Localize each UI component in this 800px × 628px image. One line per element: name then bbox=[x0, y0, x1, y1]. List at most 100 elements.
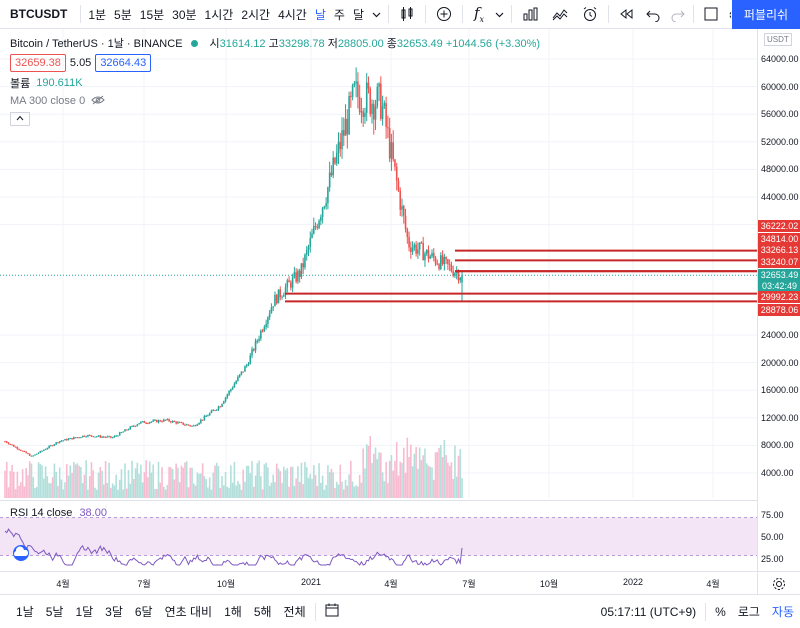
collapse-legend-button[interactable] bbox=[10, 110, 540, 128]
indicators-chevron-icon[interactable] bbox=[492, 0, 508, 28]
volume-bar bbox=[20, 482, 22, 498]
buy-price-button[interactable]: 32664.43 bbox=[95, 54, 152, 72]
volume-bar bbox=[268, 485, 271, 498]
redo-icon[interactable] bbox=[666, 0, 690, 28]
price-level-tag[interactable]: 32653.49 bbox=[758, 269, 800, 281]
chevron-up-icon[interactable] bbox=[10, 112, 30, 126]
compare-symbols-icon[interactable] bbox=[545, 0, 575, 28]
volume-bar bbox=[219, 487, 222, 498]
interval-1[interactable]: 5분 bbox=[114, 7, 132, 22]
interval-8[interactable]: 주 bbox=[333, 7, 345, 22]
volume-label[interactable]: 볼륨 bbox=[10, 78, 31, 90]
range-button-6[interactable]: 1해 bbox=[224, 605, 242, 619]
candle-body bbox=[425, 249, 428, 254]
interval-7[interactable]: 날 bbox=[314, 7, 326, 22]
rsi-pane[interactable]: RSI 14 close 38.00 bbox=[0, 500, 757, 572]
candle-body bbox=[404, 215, 407, 229]
range-button-1[interactable]: 5날 bbox=[45, 605, 64, 619]
volume-bar bbox=[94, 487, 96, 498]
candle-body bbox=[263, 327, 266, 332]
symbol-title[interactable]: Bitcoin / TetherUS · 1날 · BINANCE bbox=[10, 38, 183, 50]
log-toggle[interactable]: 로그 bbox=[737, 605, 760, 619]
volume-bar bbox=[235, 485, 237, 498]
price-level-tag[interactable]: 36222.02 bbox=[758, 220, 800, 232]
alert-clock-icon[interactable] bbox=[575, 0, 605, 28]
volume-bar bbox=[115, 474, 117, 498]
candle-body bbox=[406, 228, 409, 238]
interval-dropdown-chevron-icon[interactable] bbox=[368, 0, 385, 28]
volume-bar bbox=[117, 489, 119, 498]
sell-price-button[interactable]: 32659.38 bbox=[10, 54, 66, 72]
undo-icon[interactable] bbox=[640, 0, 666, 28]
rsi-canvas[interactable] bbox=[0, 501, 757, 572]
financials-icon[interactable] bbox=[515, 0, 545, 28]
candle-body bbox=[138, 423, 140, 425]
volume-bar bbox=[402, 447, 405, 498]
volume-bar bbox=[200, 473, 202, 498]
candle-body bbox=[37, 452, 40, 454]
auto-toggle[interactable]: 자동 bbox=[771, 605, 794, 619]
volume-bar bbox=[208, 477, 211, 498]
candle-body bbox=[113, 435, 116, 438]
rsi-label[interactable]: RSI 14 close bbox=[10, 507, 73, 519]
symbol-search[interactable]: BTCUSDT bbox=[10, 7, 68, 21]
range-button-5[interactable]: 연초 대비 bbox=[164, 605, 213, 619]
range-button-4[interactable]: 6달 bbox=[134, 605, 153, 619]
range-button-8[interactable]: 전체 bbox=[283, 605, 306, 619]
publish-button[interactable]: 퍼블리쉬 bbox=[732, 0, 800, 29]
volume-bar bbox=[295, 478, 297, 498]
range-button-2[interactable]: 1달 bbox=[75, 605, 94, 619]
interval-9[interactable]: 달 bbox=[352, 7, 364, 22]
price-level-tag[interactable]: 33266.13 bbox=[758, 244, 800, 256]
volume-bar bbox=[291, 466, 294, 498]
goto-date-icon[interactable] bbox=[319, 603, 345, 620]
time-axis[interactable]: 4월 7월 10월 2021 4월 7월 10월 2022 4월 bbox=[0, 571, 757, 594]
interval-6[interactable]: 4시간 bbox=[278, 7, 307, 22]
candle-body bbox=[131, 425, 133, 427]
timezone-clock[interactable]: 05:17:11 (UTC+9) bbox=[600, 604, 697, 619]
candle-body bbox=[39, 451, 42, 453]
volume-bar bbox=[279, 471, 282, 498]
range-button-3[interactable]: 3달 bbox=[105, 605, 123, 619]
interval-5[interactable]: 2시간 bbox=[241, 7, 271, 22]
volume-bar bbox=[417, 468, 419, 498]
divider bbox=[692, 5, 694, 23]
add-compare-icon[interactable] bbox=[429, 0, 459, 28]
replay-icon[interactable] bbox=[612, 0, 640, 28]
candles-icon[interactable] bbox=[392, 0, 422, 28]
price-level-tag[interactable]: 34814.00 bbox=[758, 233, 800, 245]
interval-4[interactable]: 1시간 bbox=[204, 7, 234, 22]
settings-gear-icon[interactable] bbox=[772, 577, 786, 596]
interval-0[interactable]: 1분 bbox=[88, 7, 107, 22]
price-level-tag[interactable]: 03:42:49 bbox=[758, 280, 800, 292]
ma-label[interactable]: MA 300 close 0 bbox=[10, 95, 86, 107]
price-tick: 44000.00 bbox=[761, 192, 799, 202]
range-button-0[interactable]: 1날 bbox=[16, 605, 34, 619]
candle-body bbox=[334, 157, 336, 164]
indicators-icon[interactable]: fx bbox=[473, 4, 485, 24]
candle-body bbox=[346, 118, 349, 135]
interval-2[interactable]: 15분 bbox=[139, 7, 165, 22]
currency-badge[interactable]: USDT bbox=[764, 33, 792, 46]
hidden-eye-icon[interactable] bbox=[91, 95, 105, 108]
price-level-tag[interactable]: 29992.23 bbox=[758, 291, 800, 303]
candle-body bbox=[214, 410, 216, 412]
layout-icon[interactable] bbox=[697, 0, 725, 28]
price-level-tag[interactable]: 33240.07 bbox=[758, 256, 800, 268]
price-chart-canvas[interactable] bbox=[0, 29, 757, 498]
price-level-tag[interactable]: 28878.06 bbox=[758, 304, 800, 316]
price-axis[interactable]: USDT 64000.00 60000.00 56000.00 52000.00 480… bbox=[757, 29, 800, 571]
percent-toggle[interactable]: % bbox=[715, 604, 726, 619]
candle-body bbox=[275, 294, 278, 304]
volume-bar bbox=[311, 479, 313, 498]
volume-bar bbox=[281, 482, 283, 498]
volume-bar bbox=[443, 439, 446, 498]
range-button-7[interactable]: 5해 bbox=[253, 605, 272, 619]
legend-title-row: Bitcoin / TetherUS · 1날 · BINANCE 시31614… bbox=[10, 34, 540, 52]
interval-3[interactable]: 30분 bbox=[172, 7, 197, 22]
ohlc-values: 시31614.12 고33298.78 저28805.00 종32653.49 … bbox=[210, 35, 541, 51]
volume-bar bbox=[350, 460, 352, 498]
candle-body bbox=[461, 275, 463, 283]
price-chart-pane[interactable] bbox=[0, 29, 757, 498]
volume-bar bbox=[438, 447, 440, 498]
